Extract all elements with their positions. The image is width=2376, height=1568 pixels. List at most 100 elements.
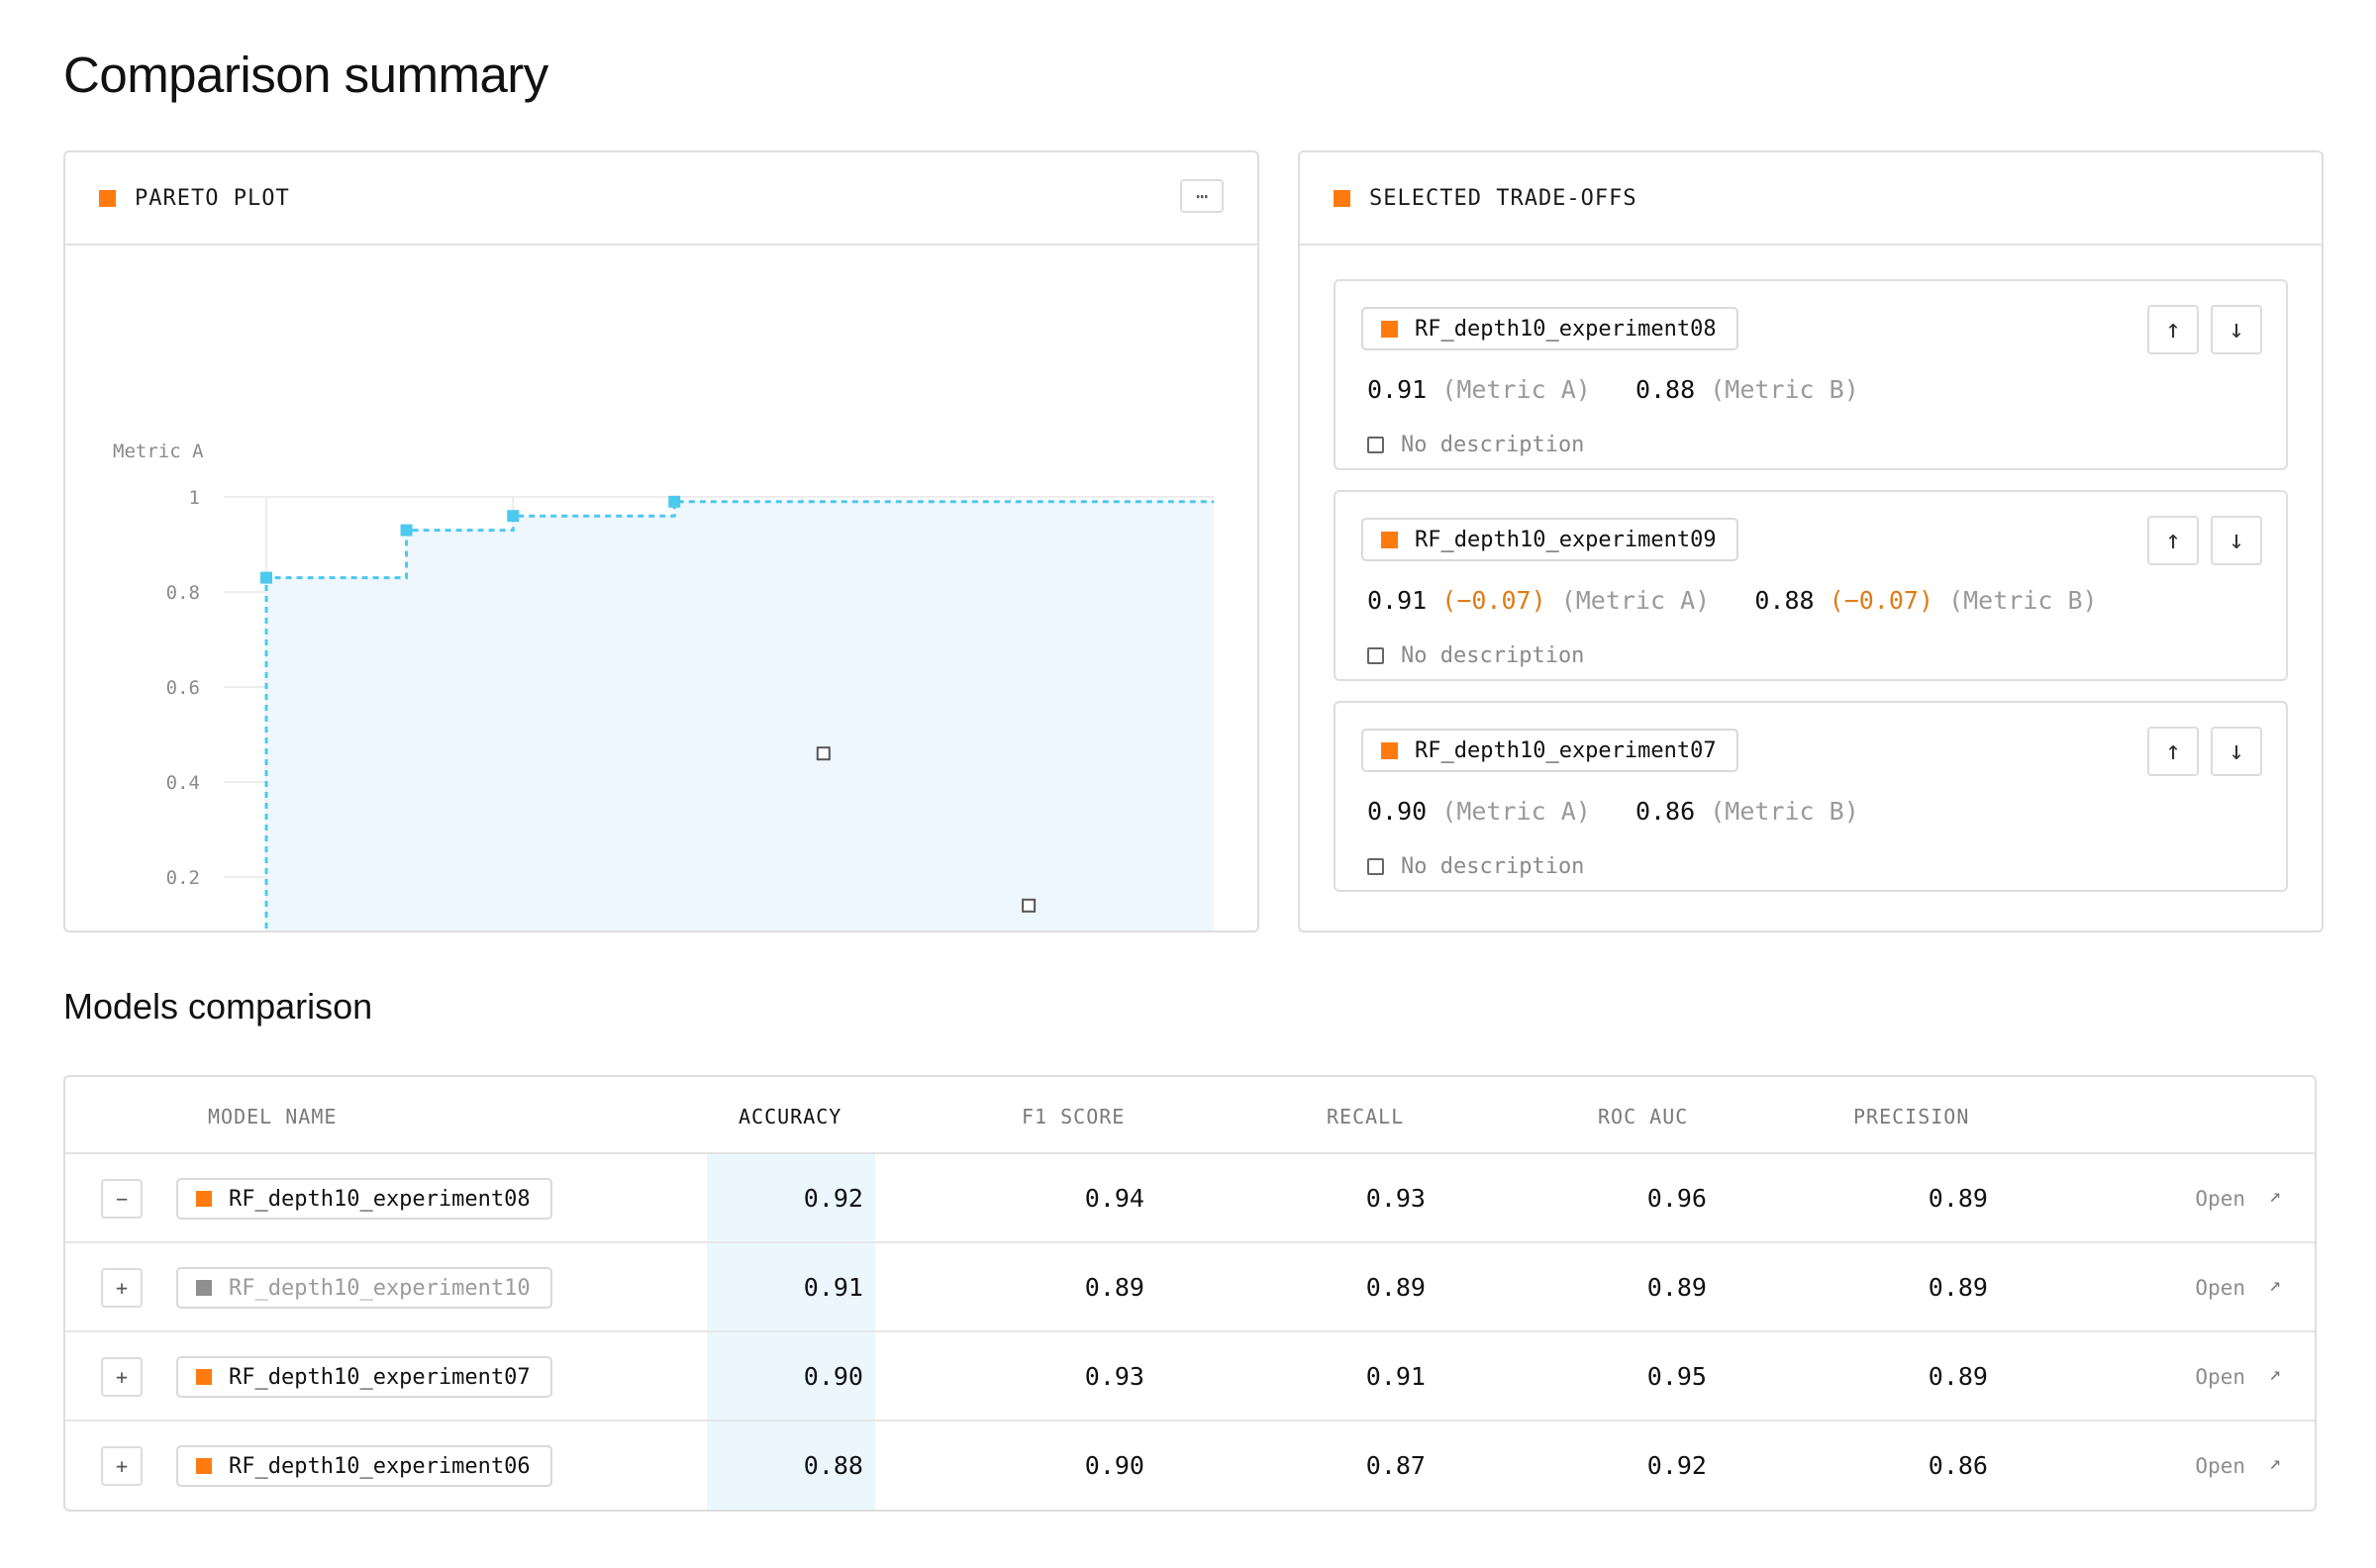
y-tick-label: 0.6 <box>166 677 200 699</box>
description-text: No description <box>1401 854 1585 879</box>
precision-cell: 0.86 <box>1928 1451 1988 1480</box>
move-up-button[interactable]: ↑ <box>2147 305 2199 354</box>
model-color-square-icon <box>1381 741 1398 759</box>
recall-cell: 0.87 <box>1365 1451 1426 1480</box>
col-header-f1-score[interactable]: F1 SCORE <box>1022 1105 1126 1128</box>
model-color-square-icon <box>196 1191 212 1207</box>
open-link[interactable]: Open <box>2195 1365 2245 1389</box>
move-up-button[interactable]: ↑ <box>2147 727 2199 776</box>
recall-cell: 0.89 <box>1365 1273 1426 1302</box>
accuracy-cell: 0.90 <box>803 1362 863 1391</box>
external-link-icon[interactable]: ↗ <box>2268 1272 2281 1296</box>
table-row: + RF_depth10_experiment10 0.91 0.89 0.89… <box>65 1243 2315 1332</box>
expand-row-button[interactable]: + <box>101 1357 143 1397</box>
recall-cell: 0.91 <box>1365 1362 1426 1391</box>
f1-cell: 0.93 <box>1084 1362 1144 1391</box>
tradeoff-model-name: RF_depth10_experiment09 <box>1415 527 1717 552</box>
tradeoff-model-chip[interactable]: RF_depth10_experiment08 <box>1361 307 1738 350</box>
y-tick-label: 0.4 <box>166 772 200 794</box>
tradeoff-metrics: 0.91 (Metric A) 0.88 (Metric B) <box>1367 375 1859 404</box>
metric-b-label: (Metric B) <box>1948 586 2098 615</box>
metric-b-label: (Metric B) <box>1710 797 1859 826</box>
metric-a-value: 0.90 <box>1367 797 1428 826</box>
precision-cell: 0.89 <box>1928 1273 1988 1302</box>
collapse-row-button[interactable]: − <box>101 1179 143 1219</box>
model-name: RF_depth10_experiment10 <box>229 1275 531 1301</box>
dominated-point <box>816 746 831 761</box>
tradeoffs-square-icon <box>1334 189 1350 207</box>
tradeoff-model-name: RF_depth10_experiment08 <box>1415 316 1717 342</box>
model-chip[interactable]: RF_depth10_experiment08 <box>176 1178 552 1220</box>
f1-cell: 0.89 <box>1084 1273 1144 1302</box>
external-link-icon[interactable]: ↗ <box>2268 1183 2281 1207</box>
tradeoff-metrics: 0.90 (Metric A) 0.86 (Metric B) <box>1367 797 1859 826</box>
pareto-area <box>266 501 1214 931</box>
external-link-icon[interactable]: ↗ <box>2268 1450 2281 1474</box>
col-header-accuracy[interactable]: ACCURACY <box>739 1105 842 1128</box>
model-name: RF_depth10_experiment06 <box>229 1453 531 1479</box>
roc-auc-cell: 0.92 <box>1646 1451 1707 1480</box>
metric-b-label: (Metric B) <box>1710 375 1859 404</box>
precision-cell: 0.89 <box>1928 1184 1988 1213</box>
accuracy-cell: 0.91 <box>803 1273 863 1302</box>
roc-auc-cell: 0.89 <box>1646 1273 1707 1302</box>
roc-auc-cell: 0.95 <box>1646 1362 1707 1391</box>
y-tick-label: 1 <box>189 487 200 509</box>
pareto-point <box>400 524 413 537</box>
expand-row-button[interactable]: + <box>101 1446 143 1486</box>
pareto-plot-header: PARETO PLOT ⋯ <box>65 152 1257 245</box>
page-title: Comparison summary <box>63 47 548 103</box>
tradeoff-description[interactable]: No description <box>1367 643 1584 668</box>
models-table: MODEL NAME ACCURACY F1 SCORE RECALL ROC … <box>63 1075 2317 1512</box>
model-chip[interactable]: RF_depth10_experiment10 <box>176 1267 552 1309</box>
model-color-square-icon <box>196 1458 212 1474</box>
f1-cell: 0.90 <box>1084 1451 1144 1480</box>
model-color-square-icon <box>1381 531 1398 548</box>
metric-a-label: (Metric A) <box>1441 375 1591 404</box>
move-down-button[interactable]: ↓ <box>2211 516 2262 565</box>
expand-row-button[interactable]: + <box>101 1268 143 1308</box>
table-header: MODEL NAME ACCURACY F1 SCORE RECALL ROC … <box>65 1077 2315 1154</box>
models-comparison-title: Models comparison <box>63 986 373 1027</box>
precision-cell: 0.89 <box>1928 1362 1988 1391</box>
description-checkbox-icon <box>1367 647 1384 664</box>
open-link[interactable]: Open <box>2195 1187 2245 1211</box>
description-checkbox-icon <box>1367 858 1384 875</box>
tradeoff-card: RF_depth10_experiment07 ↑ ↓ 0.90 (Metric… <box>1334 701 2288 892</box>
metric-a-delta: (−0.07) <box>1441 586 1546 615</box>
more-options-button[interactable]: ⋯ <box>1180 179 1224 213</box>
metric-a-value: 0.91 <box>1367 586 1428 615</box>
tradeoff-model-chip[interactable]: RF_depth10_experiment09 <box>1361 518 1738 561</box>
y-axis-label: Metric A <box>113 441 204 462</box>
tradeoff-model-name: RF_depth10_experiment07 <box>1415 737 1717 763</box>
move-up-button[interactable]: ↑ <box>2147 516 2199 565</box>
metric-a-value: 0.91 <box>1367 375 1428 404</box>
col-header-model-name[interactable]: MODEL NAME <box>208 1105 338 1128</box>
description-checkbox-icon <box>1367 437 1384 453</box>
tradeoff-card: RF_depth10_experiment08 ↑ ↓ 0.91 (Metric… <box>1334 279 2288 470</box>
pareto-point <box>668 495 681 508</box>
move-down-button[interactable]: ↓ <box>2211 305 2262 354</box>
col-header-roc-auc[interactable]: ROC AUC <box>1598 1105 1689 1128</box>
pareto-plot-title: PARETO PLOT <box>135 185 290 211</box>
tradeoff-description[interactable]: No description <box>1367 433 1584 457</box>
open-link[interactable]: Open <box>2195 1454 2245 1478</box>
model-chip[interactable]: RF_depth10_experiment06 <box>176 1445 552 1487</box>
dominated-point <box>1022 898 1037 913</box>
model-chip[interactable]: RF_depth10_experiment07 <box>176 1356 552 1398</box>
tradeoff-model-chip[interactable]: RF_depth10_experiment07 <box>1361 729 1738 772</box>
model-color-square-icon <box>1381 320 1398 338</box>
y-tick-label: 0.2 <box>166 867 200 889</box>
tradeoff-description[interactable]: No description <box>1367 854 1584 879</box>
open-link[interactable]: Open <box>2195 1276 2245 1300</box>
external-link-icon[interactable]: ↗ <box>2268 1361 2281 1385</box>
col-header-precision[interactable]: PRECISION <box>1853 1105 1970 1128</box>
move-down-button[interactable]: ↓ <box>2211 727 2262 776</box>
f1-cell: 0.94 <box>1084 1184 1144 1213</box>
tradeoff-metrics: 0.91 (−0.07) (Metric A) 0.88 (−0.07) (Me… <box>1367 586 2098 615</box>
col-header-recall[interactable]: RECALL <box>1327 1105 1405 1128</box>
pareto-point <box>507 510 520 523</box>
description-text: No description <box>1401 643 1585 668</box>
metric-b-value: 0.88 <box>1754 586 1815 615</box>
model-name: RF_depth10_experiment07 <box>229 1364 531 1390</box>
